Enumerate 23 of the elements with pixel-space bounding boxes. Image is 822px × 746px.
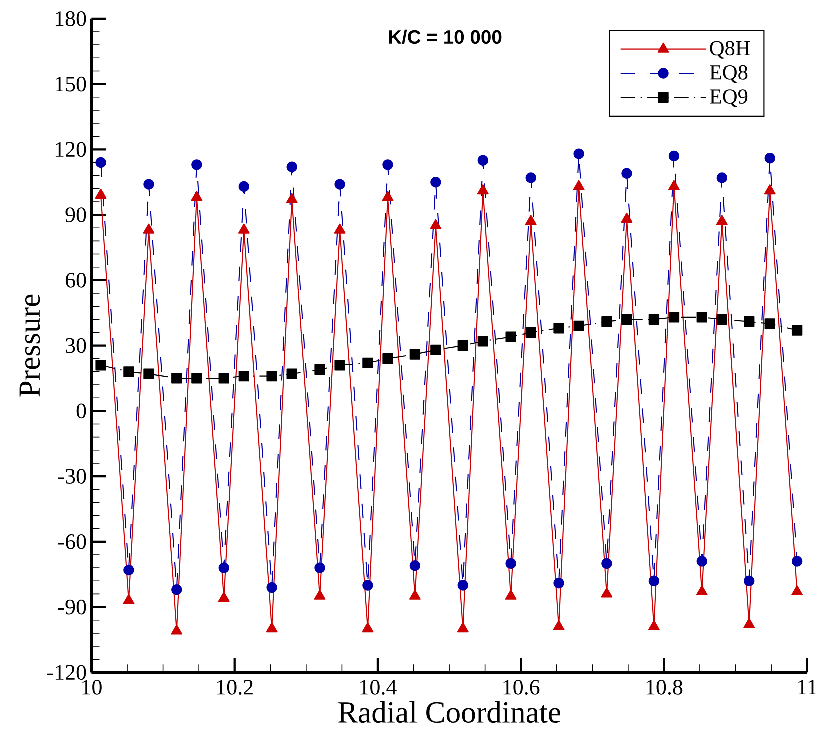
x-axis-title: Radial Coordinate: [338, 701, 560, 724]
y-tick-label: -30: [58, 469, 86, 484]
x-tick-label: 10.4: [360, 680, 397, 695]
x-tick-label: 11: [798, 680, 817, 695]
y-tick-label: 120: [56, 142, 86, 158]
y-tick-label: 0: [76, 404, 86, 419]
x-tick-label: 10.8: [646, 680, 683, 695]
y-tick-label: 90: [66, 208, 86, 222]
y-axis-title: Pressure: [20, 294, 40, 397]
x-tick-label: 10.6: [504, 680, 540, 695]
y-tick-label: 60: [66, 272, 86, 288]
y-tick-label: -60: [58, 534, 86, 550]
y-tick-label: 180: [56, 12, 86, 26]
legend-label: EQ9: [710, 90, 748, 108]
legend-label: Q8H: [710, 41, 750, 59]
y-tick-label: 30: [66, 338, 86, 354]
legend-label: EQ8: [710, 65, 748, 84]
x-tick-label: 10.2: [218, 680, 253, 695]
y-tick-label: -120: [48, 665, 86, 680]
y-tick-label: 150: [56, 76, 86, 92]
chart-title: K/C = 10 000: [389, 30, 502, 44]
x-tick-label: 10: [82, 680, 102, 695]
y-tick-label: -90: [58, 600, 86, 615]
